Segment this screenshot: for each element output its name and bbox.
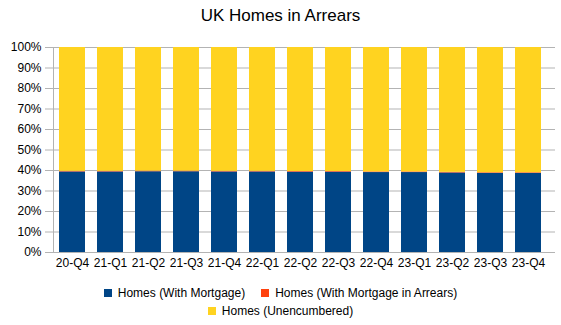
svg-text:20%: 20% — [17, 204, 41, 218]
svg-text:40%: 40% — [17, 163, 41, 177]
svg-text:22-Q4: 22-Q4 — [360, 256, 394, 270]
svg-text:10%: 10% — [17, 225, 41, 239]
svg-text:20-Q4: 20-Q4 — [56, 256, 90, 270]
svg-text:23-Q1: 23-Q1 — [398, 256, 432, 270]
svg-text:70%: 70% — [17, 102, 41, 116]
svg-text:21-Q2: 21-Q2 — [132, 256, 166, 270]
svg-text:22-Q2: 22-Q2 — [284, 256, 318, 270]
svg-text:60%: 60% — [17, 122, 41, 136]
svg-text:90%: 90% — [17, 61, 41, 75]
html-text:Homes (Unencumbered): Homes (Unencumbered) — [221, 304, 354, 318]
svg-text:22-Q3: 22-Q3 — [322, 256, 356, 270]
html-text:Homes (With Mortgage in Arrear: Homes (With Mortgage in Arrears) — [275, 286, 458, 300]
html-text:UK Homes in Arrears: UK Homes in Arrears — [200, 6, 361, 25]
svg-text:100%: 100% — [11, 40, 42, 54]
svg-text:21-Q4: 21-Q4 — [208, 256, 242, 270]
svg-text:0%: 0% — [24, 245, 42, 259]
svg-text:23-Q3: 23-Q3 — [474, 256, 508, 270]
svg-text:22-Q1: 22-Q1 — [246, 256, 280, 270]
svg-text:23-Q4: 23-Q4 — [512, 256, 546, 270]
svg-text:21-Q3: 21-Q3 — [170, 256, 204, 270]
svg-text:23-Q2: 23-Q2 — [436, 256, 470, 270]
html-text:Homes (With Mortgage): Homes (With Mortgage) — [117, 286, 246, 300]
svg-text:80%: 80% — [17, 81, 41, 95]
svg-text:30%: 30% — [17, 184, 41, 198]
svg-text:50%: 50% — [17, 143, 41, 157]
svg-text:21-Q1: 21-Q1 — [94, 256, 128, 270]
